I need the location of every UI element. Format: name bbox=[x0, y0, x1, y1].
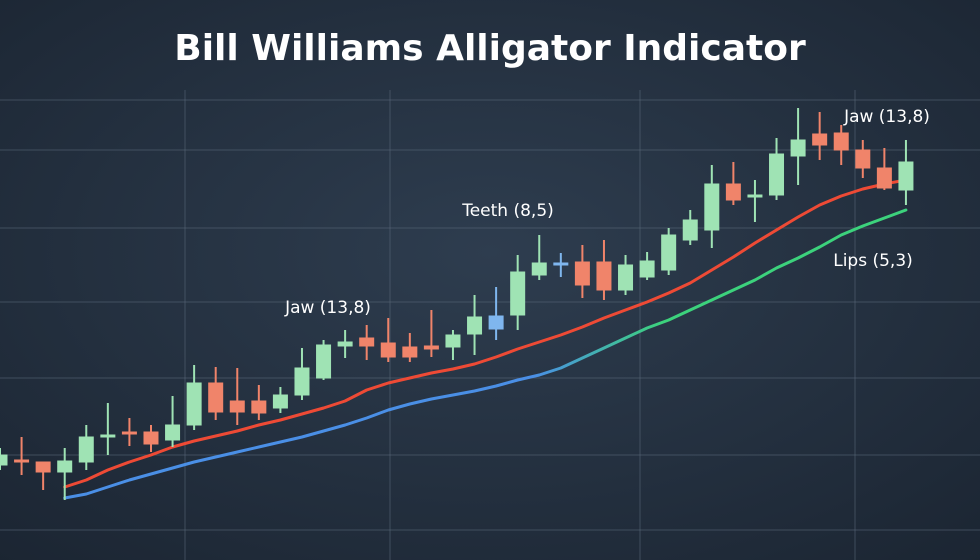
candle-body bbox=[359, 337, 375, 347]
candle-body bbox=[121, 431, 137, 435]
candle-body bbox=[14, 459, 30, 463]
candle-body bbox=[898, 161, 914, 191]
candle-body bbox=[186, 382, 202, 426]
candle-body bbox=[769, 153, 785, 196]
candle-body bbox=[251, 400, 267, 414]
candle-body bbox=[229, 400, 245, 413]
candle-body bbox=[57, 460, 73, 473]
candle-body bbox=[574, 261, 590, 286]
candle-body bbox=[445, 334, 461, 348]
candle-body bbox=[531, 262, 547, 276]
candle-body bbox=[876, 167, 892, 189]
candle-body bbox=[596, 261, 612, 291]
candle-body bbox=[704, 183, 720, 231]
candle-body bbox=[208, 382, 224, 413]
candle-body bbox=[316, 344, 332, 379]
candle-body bbox=[661, 234, 677, 271]
candle-body bbox=[833, 132, 849, 151]
candle-body bbox=[467, 316, 483, 335]
candle-body bbox=[143, 431, 159, 445]
candle-body bbox=[725, 183, 741, 201]
candle-body bbox=[510, 271, 526, 316]
annotation: Jaw (13,8) bbox=[284, 298, 371, 318]
candle-body bbox=[812, 133, 828, 146]
candle-body bbox=[682, 219, 698, 241]
annotation: Jaw (13,8) bbox=[843, 107, 930, 127]
candle-body bbox=[855, 149, 871, 169]
candle-body bbox=[423, 345, 439, 350]
candle-body bbox=[100, 434, 116, 438]
candles bbox=[0, 108, 914, 500]
chart-title: Bill Williams Alligator Indicator bbox=[174, 28, 806, 69]
annotation: Teeth (8,5) bbox=[461, 201, 554, 221]
indicator-line bbox=[63, 178, 908, 489]
candle-body bbox=[294, 367, 310, 396]
candle-body bbox=[337, 341, 353, 347]
candle-body bbox=[272, 394, 288, 409]
candle-body bbox=[380, 342, 396, 358]
candle-body bbox=[402, 346, 418, 358]
indicator-line bbox=[63, 208, 908, 500]
candle-body bbox=[639, 260, 655, 278]
candle-body bbox=[488, 315, 504, 330]
grid bbox=[0, 90, 980, 560]
candle-body bbox=[78, 436, 94, 463]
candle-body bbox=[553, 262, 569, 266]
annotation: Lips (5,3) bbox=[833, 251, 913, 271]
candle-body bbox=[747, 194, 763, 198]
candle-body bbox=[165, 424, 181, 441]
candle-body bbox=[0, 454, 8, 466]
candle-body bbox=[618, 264, 634, 291]
candle-body bbox=[35, 461, 51, 473]
candle-body bbox=[790, 139, 806, 157]
